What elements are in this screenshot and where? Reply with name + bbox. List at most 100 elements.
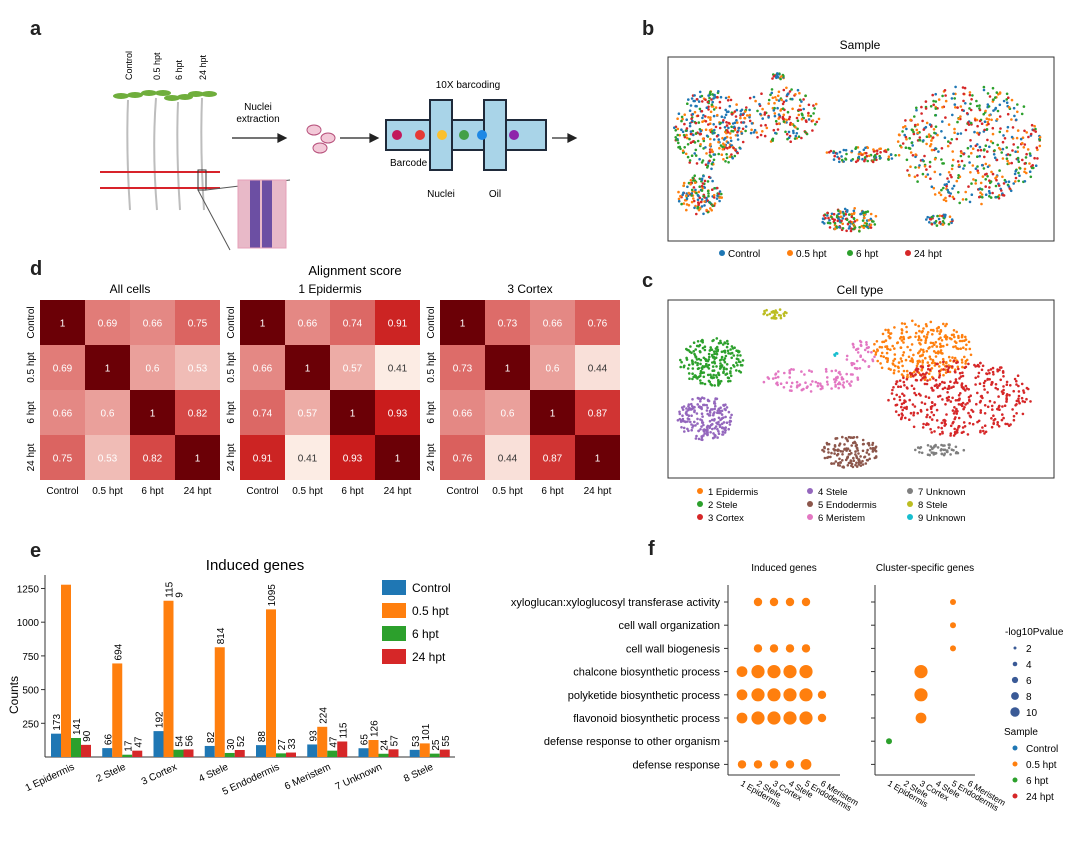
umap-point [833, 227, 837, 231]
umap-point [692, 350, 695, 353]
umap-point [716, 436, 719, 439]
umap-point [714, 106, 718, 109]
umap-point [712, 153, 716, 156]
panel-letter-a: a [30, 18, 42, 40]
umap-point [928, 123, 932, 126]
umap-point [998, 91, 1002, 94]
umap-point [730, 351, 734, 355]
bar-label: 694 [113, 643, 124, 660]
bar-label: 27 [277, 739, 288, 751]
umap-point [821, 217, 825, 220]
umap-point [891, 388, 894, 392]
umap-point [915, 128, 919, 132]
umap-point [1031, 164, 1034, 167]
umap-point [981, 364, 985, 368]
umap-point [736, 354, 739, 357]
umap-point [697, 208, 701, 212]
umap-point [739, 371, 743, 374]
term-label: defense response [633, 759, 720, 771]
umap-point [865, 343, 868, 346]
umap-point [685, 194, 688, 197]
umap-point [775, 122, 779, 126]
umap-point [894, 403, 898, 407]
size-legend-title: -log10Pvalue [1005, 627, 1064, 638]
umap-point [1011, 149, 1014, 152]
umap-point [681, 130, 685, 134]
umap-point [915, 364, 919, 368]
umap-point [910, 343, 914, 346]
umap-point [700, 94, 704, 98]
legend-swatch [382, 649, 406, 664]
umap-point [962, 421, 966, 424]
zoom-box [197, 169, 207, 191]
umap-point [837, 461, 840, 465]
size-legend-marker [1013, 646, 1017, 650]
umap-point [932, 377, 935, 380]
umap-point [690, 192, 694, 195]
umap-point [778, 308, 782, 311]
umap-point [923, 378, 927, 381]
umap-point [699, 358, 703, 362]
umap-point [730, 125, 733, 129]
umap-point [985, 172, 988, 176]
umap-point [857, 463, 861, 466]
umap-point [1012, 418, 1016, 422]
umap-point [852, 436, 856, 439]
umap-point [709, 116, 712, 119]
umap-point [930, 451, 934, 454]
heatmap-cell [240, 300, 285, 345]
heatmap-cell [285, 300, 330, 345]
umap-point [773, 106, 776, 110]
umap-point [987, 369, 990, 372]
umap-point [925, 382, 929, 386]
umap-point [692, 341, 696, 344]
bar [204, 745, 215, 757]
umap-point [941, 444, 945, 447]
umap-point [996, 421, 999, 424]
umap-point [681, 408, 685, 411]
umap-point [795, 116, 799, 120]
umap-point [912, 413, 915, 417]
umap-point [983, 128, 986, 132]
umap-point [926, 215, 929, 219]
umap-point [970, 182, 973, 185]
umap-point [707, 108, 710, 111]
umap-point [955, 137, 959, 141]
heatmap-cell [530, 390, 575, 435]
umap-point [721, 343, 725, 346]
umap-point [957, 403, 961, 406]
heatmap-value: 0.91 [388, 319, 408, 330]
umap-point [912, 132, 916, 136]
umap-point [794, 93, 797, 96]
umap-point [988, 186, 991, 189]
umap-point [706, 433, 709, 436]
bar-label: 82 [206, 731, 217, 743]
umap-point [779, 77, 782, 81]
umap-point [968, 161, 971, 164]
umap-point [906, 387, 909, 390]
umap-point [850, 363, 854, 367]
umap-point [691, 361, 694, 365]
umap-point [988, 95, 992, 98]
umap-point [997, 184, 1001, 187]
umap-point [814, 380, 818, 384]
umap-point [703, 204, 706, 207]
umap-point [724, 113, 728, 117]
umap-point [943, 183, 947, 186]
umap-point [702, 139, 706, 143]
umap-point [976, 124, 979, 128]
umap-point [961, 374, 965, 378]
umap-point [702, 195, 705, 198]
umap-point [954, 345, 957, 348]
umap-point [954, 92, 957, 96]
umap-point [866, 459, 870, 462]
umap-point [689, 408, 693, 411]
umap-point [857, 452, 860, 455]
umap-point [961, 426, 965, 429]
umap-point [970, 151, 973, 155]
umap-point [936, 362, 939, 366]
umap-point [951, 422, 954, 425]
umap-point [712, 138, 716, 141]
umap-point [856, 159, 860, 162]
